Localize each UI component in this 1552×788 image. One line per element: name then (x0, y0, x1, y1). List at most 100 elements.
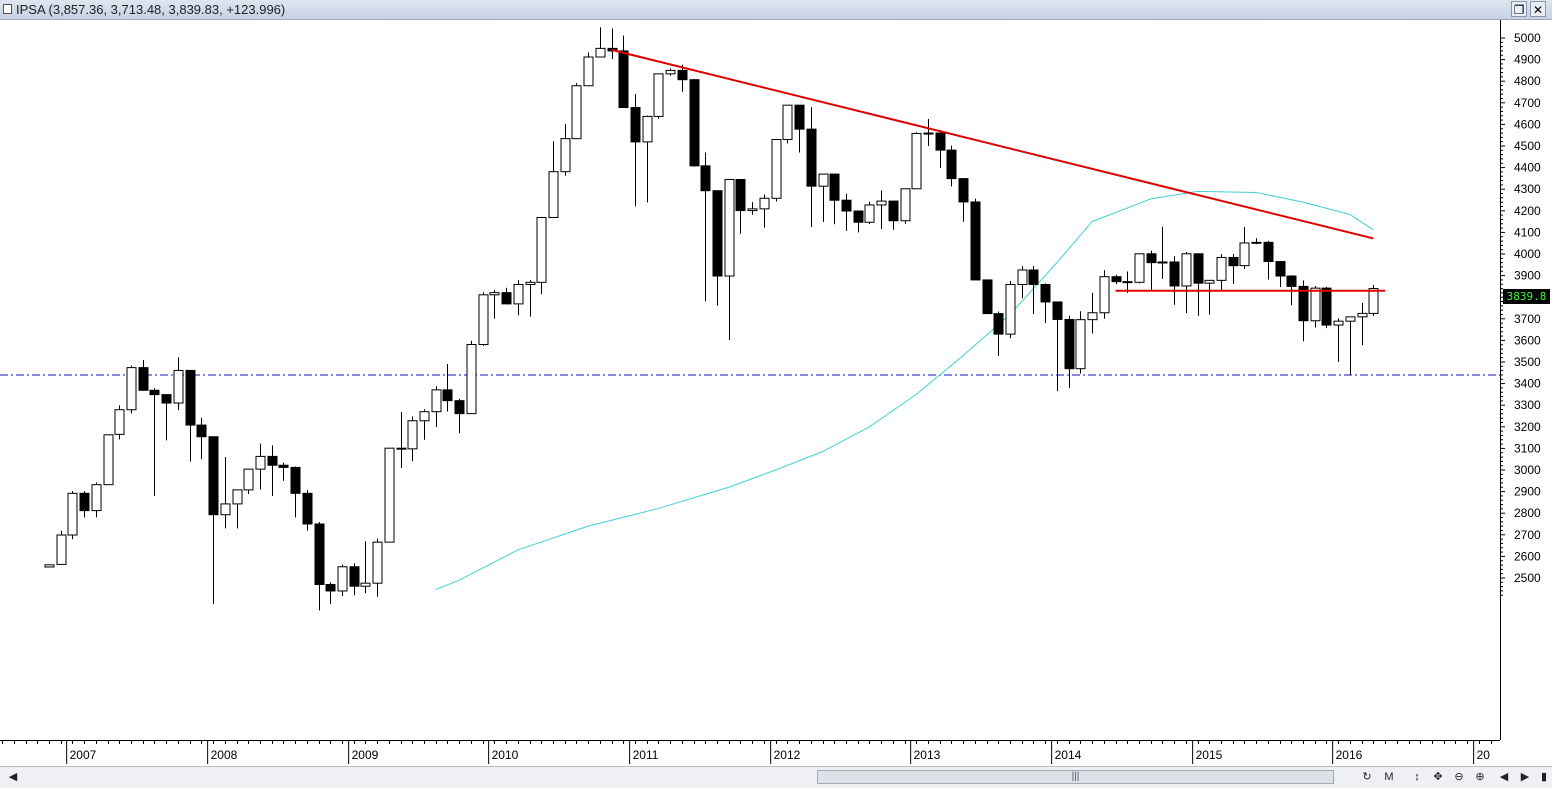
y-tick-label: 3700 (1514, 312, 1541, 326)
candle-body (1005, 283, 1016, 335)
candle (126, 365, 137, 414)
candle (314, 522, 325, 611)
candle (1321, 286, 1332, 329)
candle (911, 132, 922, 190)
candle-body (1052, 301, 1063, 320)
candle-body (173, 369, 184, 404)
candle-body (1310, 287, 1321, 322)
candle-body (384, 447, 395, 543)
x-tick-label: 2008 (211, 748, 238, 762)
candle (1251, 238, 1262, 245)
candle-body (407, 420, 418, 450)
candle (1275, 261, 1286, 288)
candle-body (970, 201, 981, 281)
y-tick-label: 4100 (1514, 225, 1541, 239)
restore-icon[interactable]: ❐ (1511, 1, 1527, 17)
candle-body (220, 503, 231, 516)
chart-title: IPSA (3,857.36, 3,713.48, 3,839.83, +123… (16, 2, 286, 17)
candle-body (1321, 287, 1332, 326)
candle (583, 52, 594, 87)
monthly-button[interactable]: M (1384, 771, 1394, 783)
candle (91, 482, 102, 518)
y-tick-label: 3200 (1514, 420, 1541, 434)
candle (161, 394, 172, 441)
candle-body (44, 564, 55, 568)
candle (173, 357, 184, 411)
y-tick-label: 3300 (1514, 398, 1541, 412)
candle-body (302, 492, 313, 525)
candle (67, 491, 78, 540)
candle-body (208, 436, 219, 516)
candle (478, 292, 489, 347)
candle (103, 434, 114, 486)
candle-body (1193, 253, 1204, 284)
candle (44, 564, 55, 568)
candle (665, 68, 676, 76)
candle (278, 462, 289, 481)
zoom-in-icon[interactable]: ⊕ (1475, 771, 1485, 783)
candle (454, 398, 465, 434)
updown-icon[interactable]: ↕ (1414, 771, 1420, 783)
candle-body (396, 447, 407, 450)
y-tick-label: 3100 (1514, 441, 1541, 455)
candle (501, 287, 512, 305)
scroll-left-end-icon[interactable]: ◀ (8, 771, 18, 783)
candle-body (771, 139, 782, 199)
candle (149, 388, 160, 496)
scroll-left-icon[interactable]: ◀ (1499, 771, 1509, 783)
scroll-thumb[interactable]: ||| (817, 770, 1334, 784)
candle-body (583, 56, 594, 87)
candle-body (290, 466, 301, 494)
candle (442, 363, 453, 412)
y-tick-label: 3500 (1514, 355, 1541, 369)
candle (1181, 252, 1192, 313)
candle (759, 194, 770, 228)
candle-body (91, 484, 102, 512)
x-tick-label: 2009 (352, 748, 379, 762)
candle-body (1169, 261, 1180, 287)
refresh-icon[interactable]: ↻ (1362, 771, 1372, 783)
candle (1298, 280, 1309, 342)
candle-body (642, 115, 653, 143)
y-tick-label: 3600 (1514, 333, 1541, 347)
horizontal-scrollbar[interactable]: ◀ ||| ↻ M ↕ ✥ ⊖ ⊕ ◀ ▶ ▮ (0, 766, 1552, 788)
candle (1228, 254, 1239, 285)
y-tick-label: 2800 (1514, 506, 1541, 520)
candle (876, 190, 887, 230)
candle (1216, 254, 1227, 291)
candle-body (232, 489, 243, 505)
scroll-end-icon[interactable]: ▮ (1540, 771, 1548, 783)
candle (630, 93, 641, 207)
candle-body (935, 132, 946, 151)
candle-body (982, 279, 993, 315)
candle (513, 280, 524, 316)
candle-body (1017, 269, 1028, 285)
candle (1052, 301, 1063, 392)
candle-body (1286, 275, 1297, 287)
candle-body (993, 313, 1004, 335)
candle-body (1028, 269, 1039, 285)
x-tick-label: 2013 (914, 748, 941, 762)
candle (771, 139, 782, 202)
move-icon[interactable]: ✥ (1433, 771, 1443, 783)
candle-body (1368, 288, 1379, 314)
candle (935, 130, 946, 169)
candle-body (267, 455, 278, 466)
chart-window-icon (3, 4, 12, 14)
candle (396, 412, 407, 468)
candle (325, 582, 336, 604)
x-tick-label: 20 (1477, 748, 1491, 762)
candle-body (419, 411, 430, 422)
candle-body (689, 79, 700, 167)
candle (525, 280, 536, 317)
scroll-right-icon[interactable]: ▶ (1520, 771, 1530, 783)
candle (1111, 274, 1122, 285)
zoom-out-icon[interactable]: ⊖ (1454, 771, 1464, 783)
candle-body (372, 541, 383, 584)
candle (864, 201, 875, 224)
candle-body (478, 294, 489, 346)
y-tick-label: 4600 (1514, 117, 1541, 131)
candle-body (1099, 276, 1110, 314)
close-icon[interactable]: ✕ (1530, 1, 1546, 17)
candle-body (595, 47, 606, 58)
